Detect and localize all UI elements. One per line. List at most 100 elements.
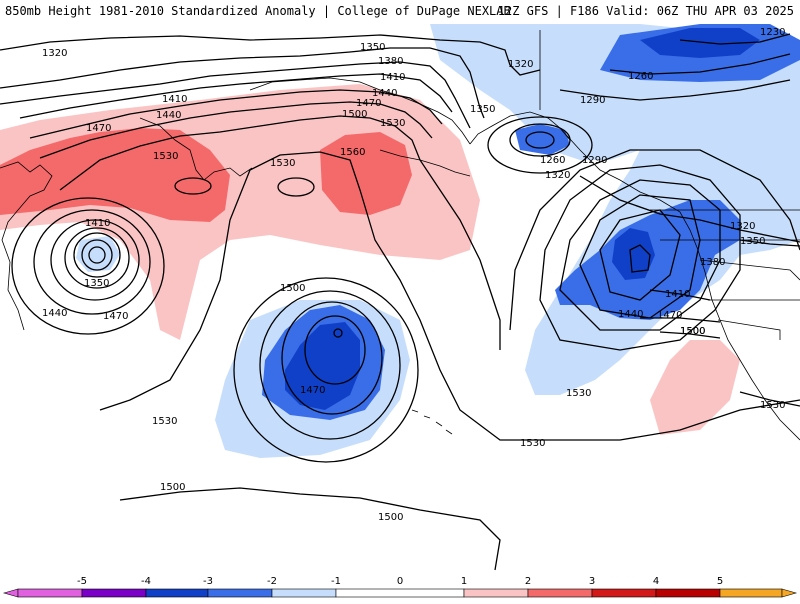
legend-swatch	[591, 588, 657, 598]
alaska-coastline	[469, 111, 571, 145]
height-contour-layer	[0, 33, 800, 571]
legend-colorbar	[2, 588, 798, 598]
contour-label: 1350	[740, 236, 765, 247]
contour-label: 1470	[300, 385, 325, 396]
contour-label: 1500	[160, 482, 185, 493]
contour-1410-east	[649, 289, 711, 301]
contour-label: 1440	[618, 309, 643, 320]
contour-low-west-6	[33, 209, 151, 315]
contour-low-west-4	[64, 227, 130, 289]
contour-1500-east	[659, 331, 721, 339]
contour-1440	[29, 89, 443, 139]
contour-label: 1530	[152, 416, 177, 427]
contour-label: 1500	[280, 283, 305, 294]
contour-label: 1260	[540, 155, 565, 166]
contour-label: 1500	[680, 326, 705, 337]
asia-coastline	[0, 161, 53, 331]
contour-trough-3	[579, 194, 701, 319]
contour-1560-closed	[174, 177, 212, 195]
coastline-layer	[0, 30, 800, 441]
legend-tick-label: 0	[397, 576, 403, 587]
map-title: 850mb Height 1981-2010 Standardized Anom…	[5, 4, 511, 18]
model-run-info: 12Z GFS | F186 Valid: 06Z THU APR 03 202…	[497, 4, 794, 18]
legend-swatch	[81, 588, 147, 598]
contour-alaska-low-1	[525, 131, 555, 149]
contour-label: 1320	[730, 221, 755, 232]
contour-alaska-low-3	[487, 116, 593, 174]
contour-label: 1530	[153, 151, 178, 162]
contour-label: 1380	[378, 56, 403, 67]
contour-label: 1560	[340, 147, 365, 158]
contour-low-west-7	[11, 197, 165, 335]
contour-1500-south	[119, 487, 501, 571]
contour-label: 1530	[380, 118, 405, 129]
contour-low-central-1	[333, 328, 343, 338]
contour-label: 1260	[628, 71, 653, 82]
contour-1260	[609, 53, 791, 75]
legend-tick-label: -5	[77, 576, 87, 587]
contour-alaska-low-2	[509, 123, 571, 157]
contour-label: 1320	[508, 59, 533, 70]
contour-label: 1470	[103, 311, 128, 322]
contour-label: 1470	[657, 310, 682, 321]
contour-trough-5	[539, 164, 741, 351]
contour-label: 1290	[580, 95, 605, 106]
legend-swatch	[207, 588, 273, 598]
political-boundaries	[539, 30, 800, 340]
contour-1530-closed-small	[277, 177, 315, 197]
legend-swatch	[145, 588, 209, 598]
aleutian-coastline	[379, 149, 471, 177]
contour-label: 1440	[372, 88, 397, 99]
bering-coastline	[249, 77, 471, 145]
contour-label: 1410	[162, 94, 187, 105]
legend-arrow-left	[2, 588, 19, 598]
legend-swatch	[463, 588, 529, 598]
hawaii-islands	[411, 409, 453, 435]
anomaly-neg3-northwest	[612, 228, 655, 280]
contour-1320-east	[579, 175, 800, 243]
legend-tick-label: -2	[267, 576, 277, 587]
contour-1470	[39, 101, 433, 159]
contour-trough-6	[509, 149, 800, 331]
contour-label: 1230	[760, 27, 785, 38]
contour-low-central-2	[304, 315, 366, 385]
anomaly-neg3-central	[285, 322, 360, 410]
contour-trough-1	[629, 244, 651, 273]
contour-label: 1320	[42, 48, 67, 59]
legend-tick-label: -1	[331, 576, 341, 587]
kamchatka-coastline	[139, 117, 253, 181]
contour-label: 1500	[680, 326, 705, 337]
contour-label-layer: 1320 1350 1380 1410 1440 1470 1500 1410 …	[42, 27, 785, 523]
contour-label: 1530	[760, 400, 785, 411]
title-bar: 850mb Height 1981-2010 Standardized Anom…	[0, 0, 800, 22]
contour-low-west-3	[73, 232, 121, 278]
contour-1350	[0, 47, 485, 119]
legend-swatch	[655, 588, 721, 598]
contour-label: 1350	[84, 278, 109, 289]
contour-1470-east	[640, 317, 721, 323]
contour-label: 1500	[342, 109, 367, 120]
anomaly-pos1-baja	[650, 340, 740, 435]
contour-low-central-3	[281, 301, 383, 415]
contour-label: 1320	[545, 170, 570, 181]
contour-label: 1470	[356, 98, 381, 109]
north-american-coastline	[559, 127, 800, 441]
legend-swatch	[271, 588, 337, 598]
contour-1230	[679, 33, 791, 45]
anomaly-neg3-north	[640, 28, 760, 58]
anomaly-neg1-north-pacific	[430, 24, 800, 395]
legend-tick-label: 5	[717, 576, 723, 587]
contour-low-west-5	[50, 219, 140, 301]
legend-swatch	[719, 588, 783, 598]
anomaly-pos2-center	[320, 132, 412, 215]
contour-label: 1410	[85, 218, 110, 229]
contour-1410	[19, 73, 453, 119]
legend-tick-label: 3	[589, 576, 595, 587]
map-canvas[interactable]: 1320 1350 1380 1410 1440 1470 1500 1410 …	[0, 22, 800, 574]
legend-swatch	[527, 588, 593, 598]
contour-label: 1410	[380, 72, 405, 83]
contour-label: 1530	[520, 438, 545, 449]
legend-tick-label: -3	[203, 576, 213, 587]
legend-swatch	[335, 588, 465, 598]
legend-tick-labels: -5 -4 -3 -2 -1 0 1 2 3 4 5	[77, 576, 723, 587]
